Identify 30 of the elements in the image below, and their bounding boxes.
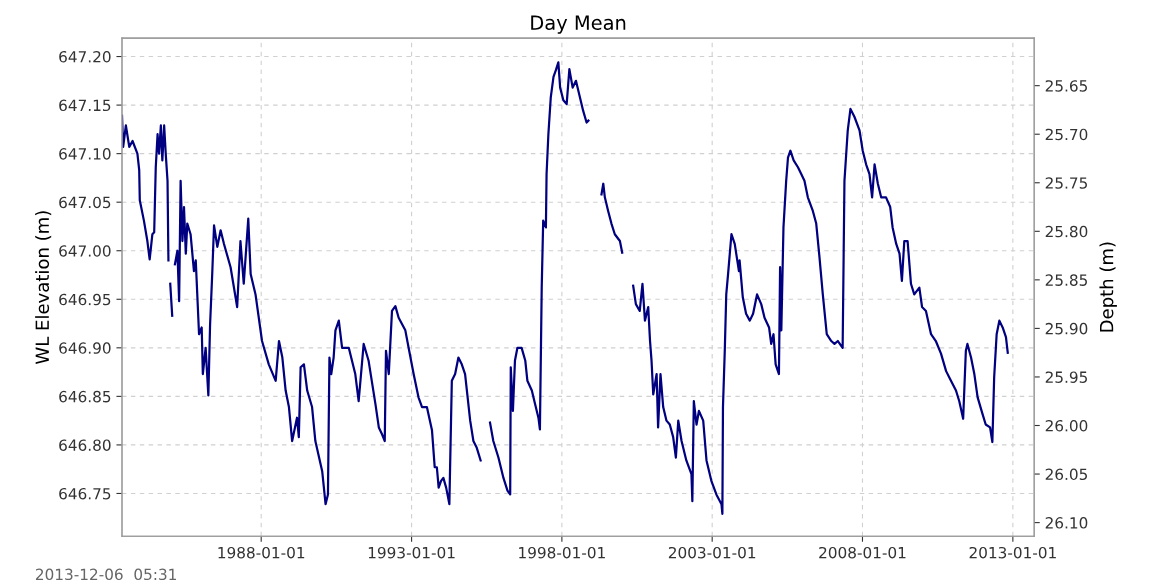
y-tick-label: 646.85 [59, 390, 111, 403]
y2-tick-label: 25.85 [1045, 274, 1087, 286]
y2-tick-label: 25.75 [1045, 177, 1087, 189]
y-tick-label: 646.95 [59, 293, 111, 306]
y2-tick-label: 25.70 [1045, 128, 1088, 141]
y2-tick-label: 25.90 [1045, 322, 1088, 335]
y2-tick-label: 25.65 [1045, 80, 1087, 92]
y2-tick-label: 26.00 [1045, 419, 1088, 432]
x-tick-label: 1988-01-01 [218, 546, 305, 559]
y-tick-label: 647.20 [59, 51, 111, 63]
x-tick-label: 2003-01-01 [668, 546, 756, 559]
text: 2013-12-06 05:31 [35, 568, 176, 581]
y-tick-label: 647.15 [59, 99, 111, 112]
y-tick-label: 646.90 [59, 342, 111, 354]
y-tick-label: 646.80 [59, 439, 111, 451]
y2-tick-label: 26.10 [1045, 517, 1088, 529]
x-tick-label: 1998-01-01 [519, 546, 605, 559]
x-tick-label: 1993-01-01 [368, 546, 455, 559]
y2-tick-label: 25.95 [1045, 371, 1087, 383]
y-axis-title: WL Elevation (m) [35, 211, 52, 365]
x-tick-label: 2008-01-01 [819, 546, 906, 559]
y-tick-label: 647.05 [59, 196, 111, 209]
x-tick-label: 2013-01-01 [969, 546, 1056, 559]
y-tick-label: 647.10 [59, 148, 111, 160]
y-tick-label: 646.75 [59, 487, 111, 500]
y2-axis-title: Depth (m) [1099, 242, 1117, 332]
chart-title: Day Mean [531, 15, 626, 34]
y-tick-label: 647.00 [59, 245, 111, 257]
y2-tick-label: 25.80 [1045, 225, 1088, 238]
y2-tick-label: 26.05 [1045, 468, 1087, 481]
